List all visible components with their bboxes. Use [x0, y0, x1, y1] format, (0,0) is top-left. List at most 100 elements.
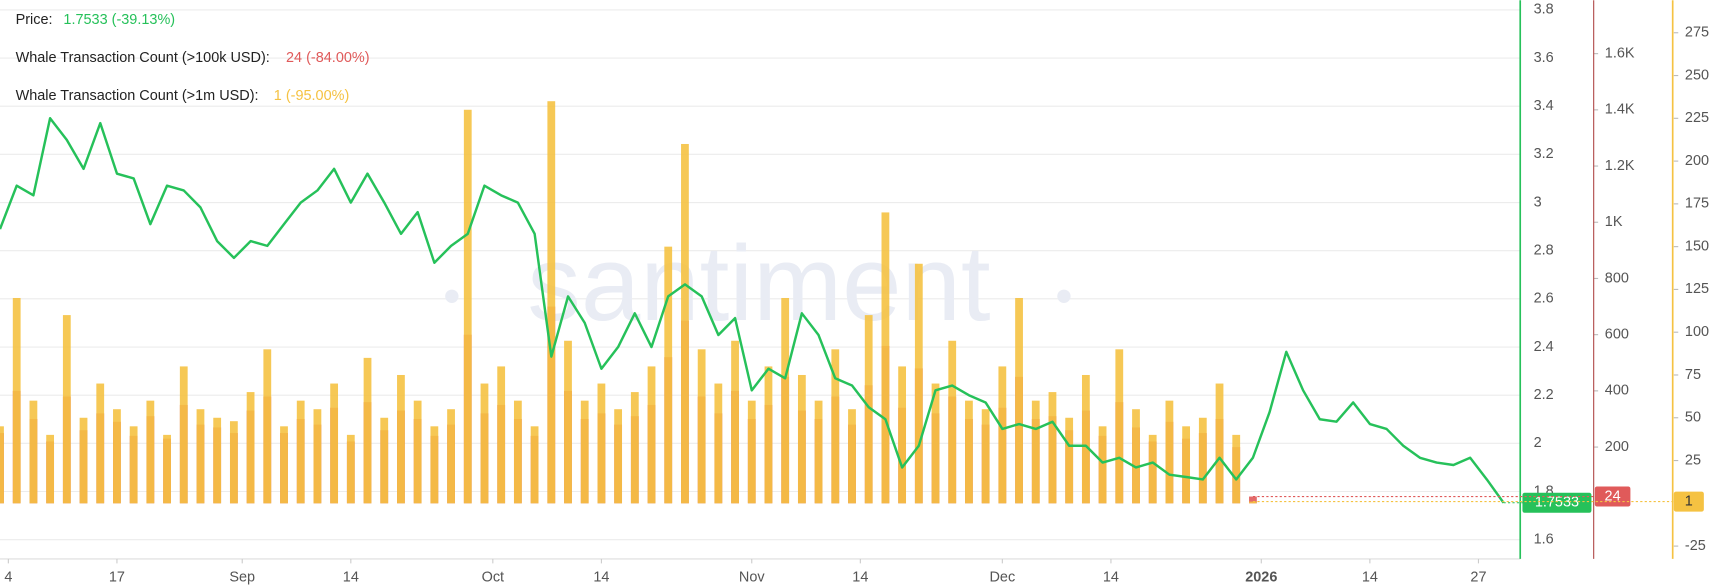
y-tick-label: 800: [1605, 270, 1629, 286]
price-line: [0, 116, 1505, 504]
x-tick-label: 2026: [1245, 570, 1277, 586]
bar: [681, 143, 689, 504]
bar: [330, 383, 339, 504]
bar: [664, 246, 673, 504]
y-tick-label: 1.4K: [1605, 102, 1635, 118]
bar: [848, 409, 856, 504]
bar: [914, 263, 923, 504]
x-tick-label: 14: [1103, 570, 1119, 586]
bar: [1215, 383, 1224, 504]
bar: [146, 400, 155, 504]
y-tick-label: 2: [1534, 435, 1542, 451]
bar: [0, 426, 4, 504]
bar: [948, 340, 957, 504]
y-tick-label: 125: [1685, 281, 1709, 297]
bar: [580, 400, 589, 504]
y-tick-label: 3.2: [1534, 146, 1554, 162]
y-tick-label: 2.8: [1534, 243, 1554, 259]
y-tick-label: 400: [1605, 383, 1629, 399]
y-tick-label: 3.4: [1534, 98, 1554, 114]
bar: [447, 409, 455, 504]
bar: [96, 383, 105, 504]
y-tick-label: 1.2K: [1605, 158, 1635, 174]
bar: [781, 297, 790, 504]
legend-value: 24 (-84.00%): [286, 50, 370, 66]
bar: [597, 383, 606, 504]
y-tick-label: 3.6: [1534, 50, 1554, 66]
bar: [1098, 426, 1107, 504]
bar: [263, 349, 272, 504]
bar: [831, 349, 840, 504]
bar: [213, 417, 222, 504]
legend-label: Price:: [16, 12, 53, 28]
bar: [1249, 496, 1257, 504]
bar: [1182, 426, 1191, 504]
bar: [931, 383, 940, 504]
x-tick-label: 14: [852, 570, 868, 586]
legend-label: Whale Transaction Count (>1m USD):: [16, 88, 259, 104]
bar: [981, 409, 990, 504]
bar: [413, 400, 422, 504]
y-tick-label: 150: [1685, 238, 1709, 254]
bar: [564, 340, 572, 504]
bar: [1132, 409, 1140, 504]
y-tick-label: 1.6: [1534, 531, 1554, 547]
bar: [79, 417, 88, 504]
bar: [881, 212, 890, 504]
legend-value: 1.7533 (-39.13%): [63, 12, 175, 28]
bar: [196, 409, 205, 504]
x-tick-label: Nov: [739, 570, 765, 586]
last-value-badge: [1673, 491, 1704, 512]
bar: [747, 400, 756, 504]
bar: [547, 101, 556, 504]
bar: [163, 434, 171, 504]
bar: [397, 374, 405, 504]
bar: [380, 417, 389, 504]
bar: [731, 340, 739, 504]
bar: [898, 366, 907, 504]
bar: [647, 366, 656, 504]
bar: [1015, 297, 1023, 504]
bar: [1198, 417, 1207, 504]
x-tick-label: 27: [1470, 570, 1486, 586]
bar: [697, 349, 706, 504]
bar: [480, 383, 489, 504]
bar: [764, 366, 773, 504]
bar: [614, 409, 623, 504]
bar: [1048, 392, 1057, 504]
x-tick-label: 14: [1362, 570, 1378, 586]
last-value-label: 24: [1605, 488, 1621, 504]
bar: [530, 426, 539, 504]
y-tick-label: 1.6K: [1605, 45, 1635, 61]
y-tick-label: 2.2: [1534, 387, 1554, 403]
y-tick-label: 225: [1685, 110, 1709, 126]
y-tick-label: 3: [1534, 194, 1542, 210]
bar: [1232, 434, 1241, 504]
bar: [1165, 400, 1174, 504]
bar: [1249, 501, 1257, 504]
bar: [363, 357, 372, 504]
bar: [513, 400, 522, 504]
y-tick-label: -25: [1685, 538, 1706, 554]
bar: [46, 434, 55, 504]
x-tick-label: 14: [593, 570, 609, 586]
y-tick-label: 25: [1685, 452, 1701, 468]
bar: [497, 366, 506, 504]
bar: [630, 392, 639, 504]
last-value-label: 1: [1685, 493, 1693, 509]
bar: [463, 109, 472, 504]
watermark: santiment: [527, 223, 990, 343]
last-value-badge: [1594, 486, 1631, 507]
last-value-label: 1.7533: [1535, 495, 1579, 511]
bar: [1115, 349, 1124, 504]
bar: [12, 297, 21, 504]
bar: [1081, 374, 1090, 504]
bar: [62, 315, 71, 504]
bar: [113, 409, 121, 504]
bar: [1148, 434, 1157, 504]
y-tick-label: 3.8: [1534, 2, 1554, 18]
bar: [814, 400, 823, 504]
y-tick-label: 1K: [1605, 214, 1623, 230]
legend-value: 1 (-95.00%): [274, 88, 350, 104]
y-tick-label: 100: [1685, 324, 1709, 340]
